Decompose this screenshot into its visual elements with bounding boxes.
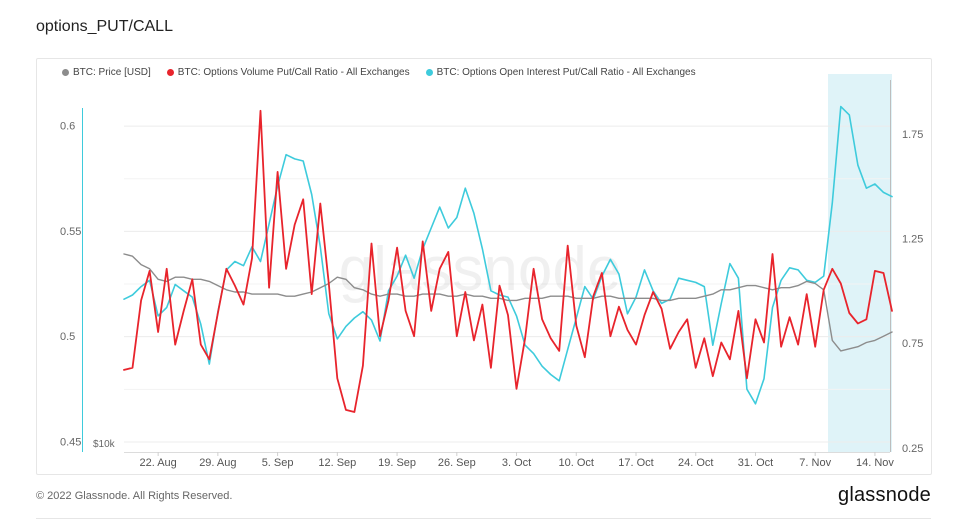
- legend-label-volume: BTC: Options Volume Put/Call Ratio - All…: [177, 67, 410, 78]
- x-tick-label: 10. Oct: [559, 457, 594, 469]
- legend-item-volume[interactable]: BTC: Options Volume Put/Call Ratio - All…: [166, 67, 410, 78]
- x-tick-label: 12. Sep: [318, 457, 356, 469]
- legend-dot-volume: [166, 69, 174, 76]
- left-tick-label: 0.5: [60, 331, 75, 343]
- highlight-range: [828, 74, 892, 452]
- legend-label-oi: BTC: Options Open Interest Put/Call Rati…: [436, 67, 696, 78]
- right-tick-label: 0.75: [902, 338, 923, 350]
- chart-panel: [36, 58, 932, 475]
- right-tick-label: 1.25: [902, 233, 923, 245]
- x-tick-label: 31. Oct: [738, 457, 773, 469]
- price-axis-label: $10k: [93, 439, 116, 450]
- legend-label-price: BTC: Price [USD]: [73, 67, 151, 78]
- x-tick-label: 14. Nov: [856, 457, 894, 469]
- legend-dot-price: [62, 69, 69, 76]
- x-tick-label: 5. Sep: [262, 457, 294, 469]
- series-price-line: [123, 253, 893, 352]
- copyright: © 2022 Glassnode. All Rights Reserved.: [36, 490, 233, 502]
- legend-dot-oi: [425, 69, 433, 76]
- left-tick-label: 0.55: [60, 226, 81, 238]
- x-tick-label: 24. Oct: [678, 457, 713, 469]
- footer-divider: [36, 518, 931, 519]
- x-tick-label: 19. Sep: [378, 457, 416, 469]
- right-tick-label: 0.25: [902, 443, 923, 455]
- page-title: options_PUT/CALL: [36, 18, 173, 35]
- x-tick-label: 3. Oct: [502, 457, 531, 469]
- legend-item-price[interactable]: BTC: Price [USD]: [62, 67, 151, 78]
- left-tick-label: 0.6: [60, 121, 75, 133]
- watermark: glassnode: [339, 235, 622, 304]
- right-tick-label: 1.75: [902, 129, 923, 141]
- left-tick-label: 0.45: [60, 436, 81, 448]
- glassnode-logo: glassnode: [838, 484, 931, 506]
- series-volume-line: [123, 109, 893, 413]
- x-tick-label: 7. Nov: [799, 457, 831, 469]
- x-tick-label: 17. Oct: [618, 457, 653, 469]
- legend: BTC: Price [USD] BTC: Options Volume Put…: [62, 67, 696, 78]
- x-tick-label: 22. Aug: [139, 457, 176, 469]
- x-tick-label: 29. Aug: [199, 457, 236, 469]
- x-tick-label: 26. Sep: [438, 457, 476, 469]
- legend-item-oi[interactable]: BTC: Options Open Interest Put/Call Rati…: [425, 67, 696, 78]
